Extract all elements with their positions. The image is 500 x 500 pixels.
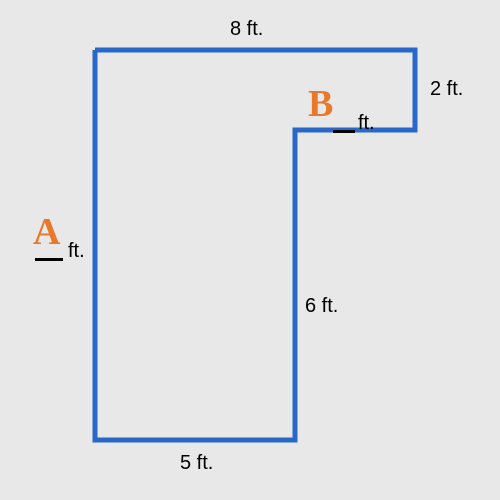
label-bottom: 5 ft. bbox=[180, 452, 213, 475]
label-left: ft. bbox=[68, 240, 85, 263]
label-top: 8 ft. bbox=[230, 18, 263, 41]
label-right-upper: 2 ft. bbox=[430, 78, 463, 101]
marker-b: B bbox=[308, 82, 333, 126]
l-shape-polygon bbox=[95, 50, 415, 440]
label-notch: ft. bbox=[358, 112, 375, 135]
marker-b-underline bbox=[333, 130, 355, 133]
diagram-canvas: 8 ft. 2 ft. B ft. A ft. 6 ft. 5 ft. bbox=[0, 0, 500, 500]
marker-a: A bbox=[33, 210, 60, 254]
label-inner-right: 6 ft. bbox=[305, 295, 338, 318]
marker-a-underline bbox=[35, 258, 63, 261]
